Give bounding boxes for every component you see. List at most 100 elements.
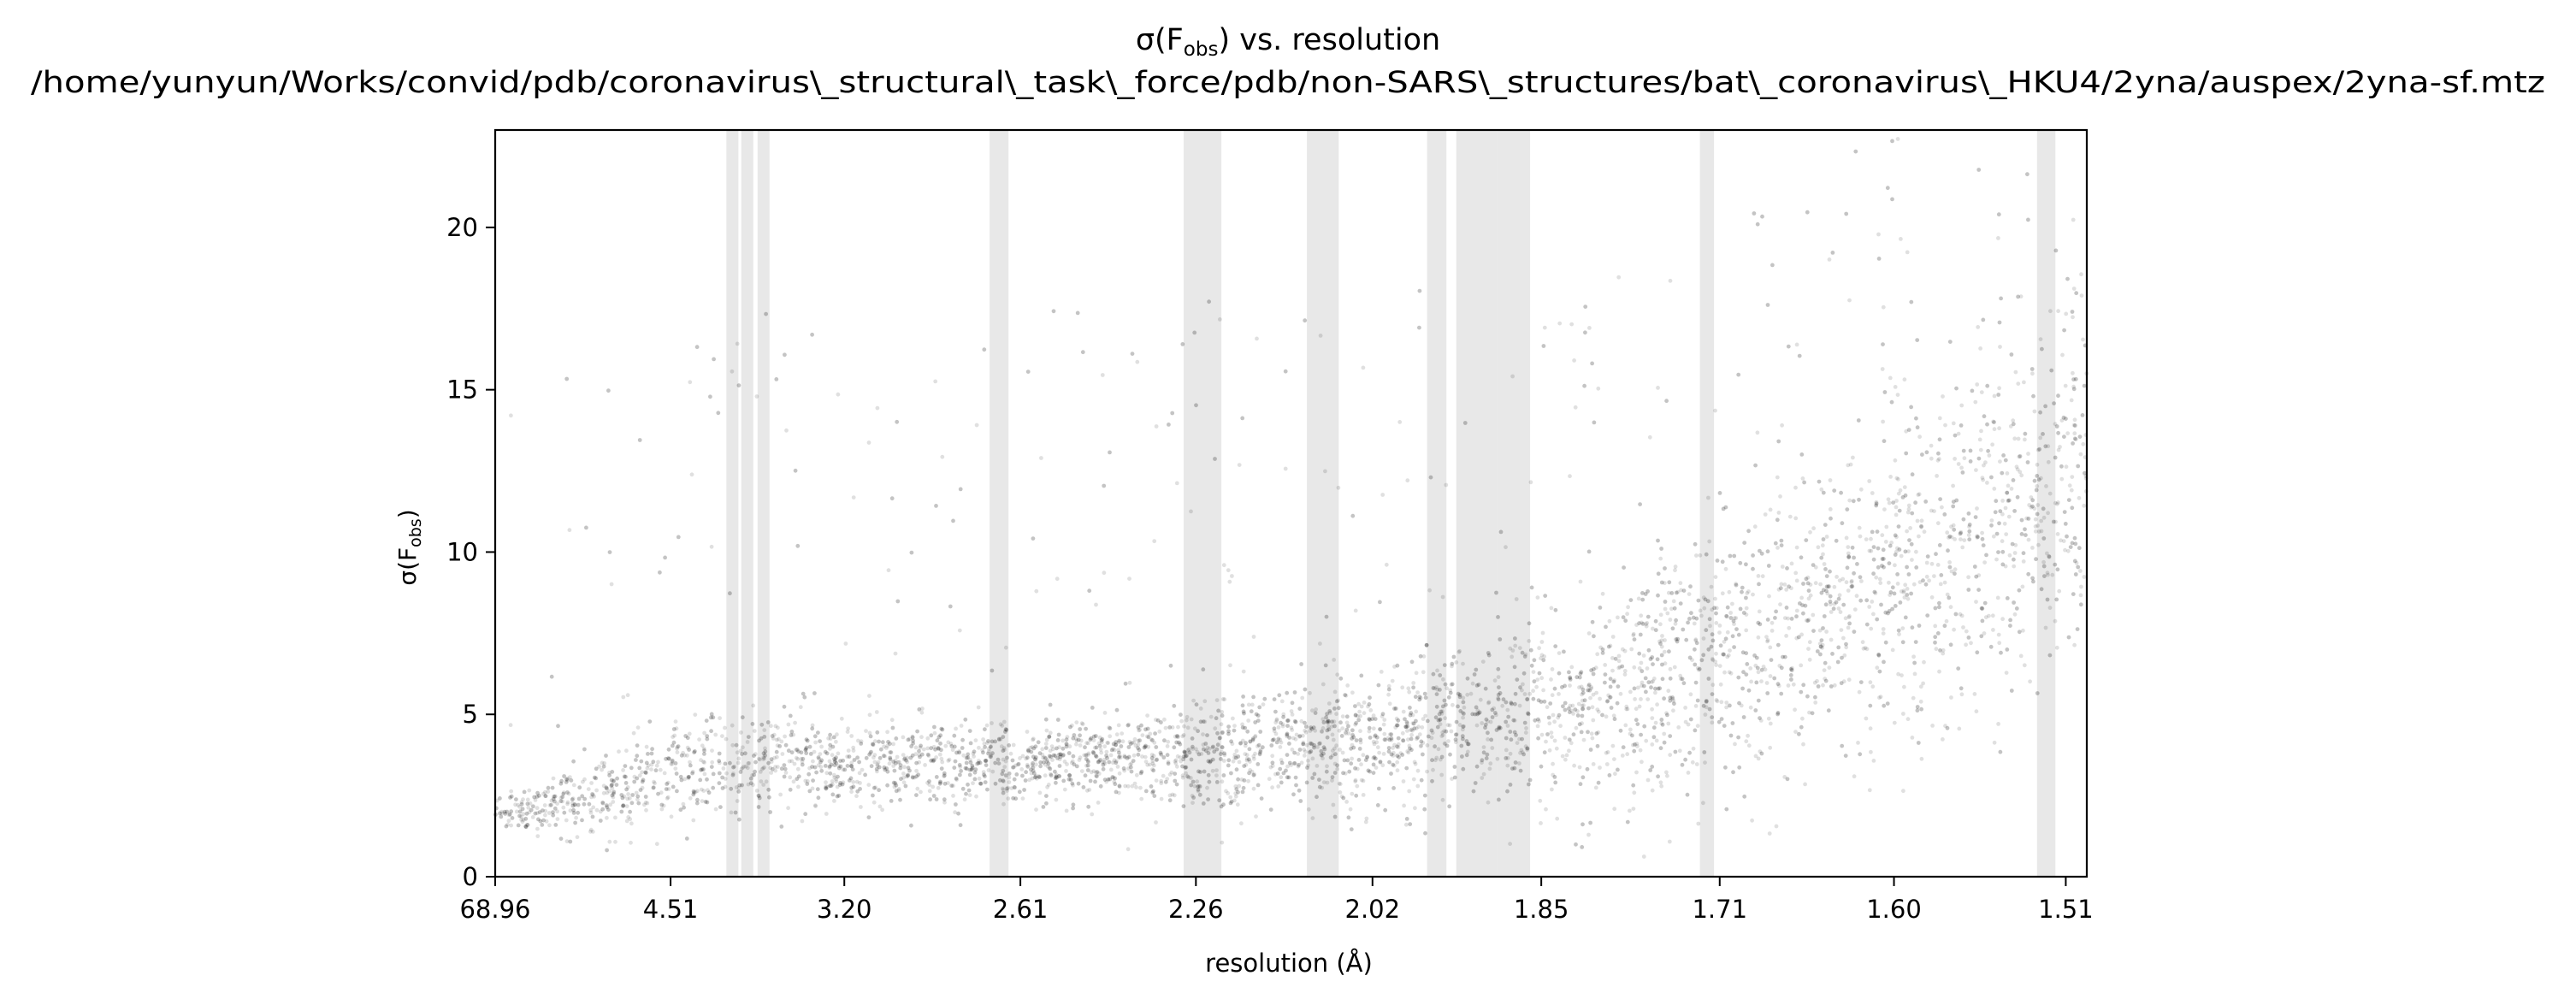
data-point <box>1846 615 1852 620</box>
data-point <box>591 805 596 810</box>
data-point <box>1991 534 1996 539</box>
data-point <box>1620 754 1625 758</box>
data-point <box>2029 505 2034 510</box>
data-point <box>509 823 513 828</box>
data-point <box>717 781 722 785</box>
data-point <box>1278 766 1283 771</box>
data-point <box>499 809 504 814</box>
data-point <box>1220 730 1225 736</box>
data-point <box>1315 795 1319 800</box>
data-point <box>2061 539 2066 543</box>
data-point <box>1807 710 1811 715</box>
data-point <box>687 731 692 736</box>
data-point <box>1228 801 1233 806</box>
data-point <box>920 706 925 711</box>
data-point <box>1728 611 1733 615</box>
data-point <box>849 760 854 766</box>
data-point <box>1649 685 1653 690</box>
data-point <box>1872 589 1877 594</box>
data-point <box>1875 665 1880 671</box>
data-point <box>1344 731 1349 736</box>
data-point <box>1573 405 1578 410</box>
data-point <box>1693 647 1697 652</box>
data-point <box>1881 631 1886 636</box>
data-point <box>741 745 745 750</box>
data-point <box>581 779 585 784</box>
data-point <box>1061 754 1066 758</box>
data-point <box>1422 793 1427 798</box>
data-point <box>1375 745 1380 750</box>
data-point <box>1220 744 1225 749</box>
data-point <box>1920 452 1924 457</box>
data-point <box>1543 594 1548 598</box>
data-point <box>1836 645 1841 650</box>
data-point <box>1765 691 1770 695</box>
data-point <box>1696 598 1701 603</box>
data-point <box>1041 760 1046 765</box>
data-point <box>1746 688 1752 693</box>
data-point <box>2005 471 2010 476</box>
data-point <box>1523 730 1528 735</box>
data-point <box>1132 781 1137 786</box>
data-point <box>1267 777 1272 782</box>
data-point <box>1461 724 1466 729</box>
data-point <box>676 535 681 540</box>
data-point <box>1486 701 1491 706</box>
data-point <box>1425 743 1430 748</box>
data-point <box>1746 688 1752 693</box>
data-point <box>1086 751 1091 756</box>
data-point <box>1095 770 1100 775</box>
data-point <box>959 769 963 773</box>
data-point <box>626 792 630 796</box>
data-point <box>654 842 659 847</box>
data-point <box>1422 807 1427 812</box>
data-point <box>1301 742 1306 747</box>
data-point <box>983 745 987 749</box>
data-point <box>1380 763 1385 768</box>
data-point <box>1413 695 1418 700</box>
data-point <box>1393 725 1398 730</box>
data-point <box>1205 745 1210 750</box>
data-point <box>2000 617 2006 622</box>
data-point <box>1894 535 1899 540</box>
data-point <box>1408 746 1412 751</box>
data-point <box>2022 380 2026 385</box>
data-point <box>1221 802 1226 807</box>
data-point <box>1253 734 1258 738</box>
data-point <box>610 786 615 790</box>
data-point <box>1335 763 1339 768</box>
data-point <box>1233 794 1238 799</box>
data-point <box>1278 737 1283 742</box>
data-point <box>1300 695 1305 701</box>
data-point <box>1417 325 1421 330</box>
data-point <box>1268 765 1273 770</box>
data-point <box>1651 735 1657 740</box>
data-point <box>1982 414 1987 419</box>
data-point <box>1793 485 1798 490</box>
data-point <box>2058 445 2062 449</box>
data-point <box>1728 671 1734 676</box>
data-point <box>1087 788 1092 792</box>
data-point <box>1384 562 1389 567</box>
data-point <box>2026 452 2030 456</box>
data-point <box>773 724 778 729</box>
data-point <box>1418 744 1423 748</box>
data-point <box>1540 630 1545 636</box>
data-point <box>1001 757 1006 762</box>
data-point <box>1773 616 1777 620</box>
data-point <box>1304 742 1309 748</box>
data-point <box>1182 724 1186 729</box>
data-point <box>1494 712 1498 718</box>
data-point <box>1600 651 1605 655</box>
data-point <box>1671 599 1676 604</box>
data-point <box>582 801 587 807</box>
data-point <box>1044 759 1049 764</box>
data-point <box>1394 716 1399 721</box>
data-point <box>1551 772 1556 777</box>
data-point <box>1858 534 1863 539</box>
data-point <box>1084 757 1089 761</box>
data-point <box>1613 771 1617 777</box>
data-point <box>1596 386 1601 391</box>
data-point <box>1869 749 1873 754</box>
data-point <box>951 794 955 798</box>
